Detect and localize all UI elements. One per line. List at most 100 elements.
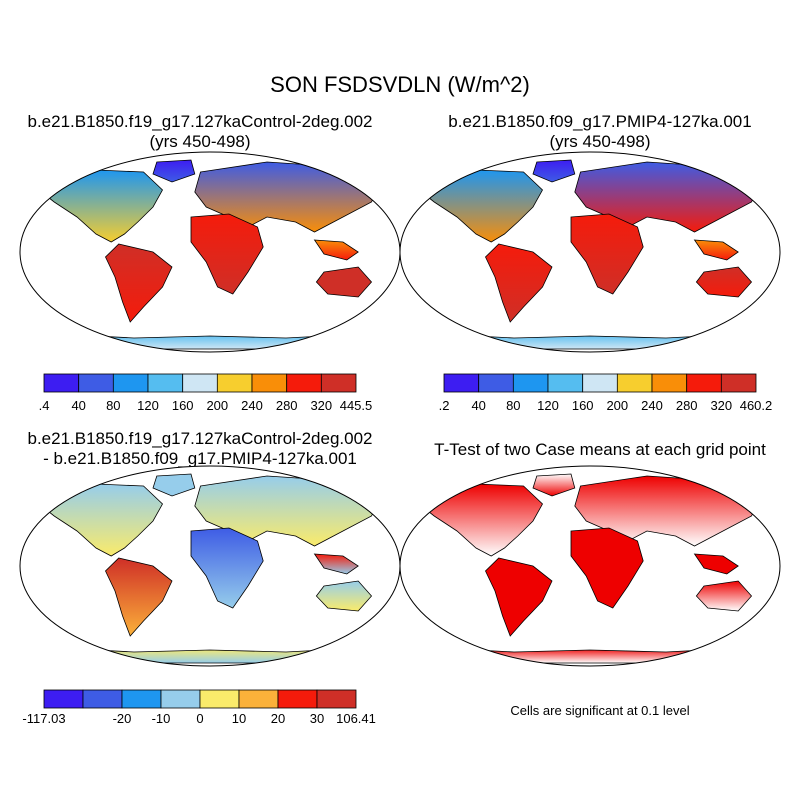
colorbar-pmip4-box-5	[616, 373, 653, 393]
colorbar-difference-label-4: 10	[232, 711, 246, 726]
colorbar-control-label-0: .4	[39, 398, 50, 413]
colorbar-control-box-5	[216, 373, 253, 393]
colorbar-pmip4-box-4	[582, 373, 618, 393]
colorbar-difference-box-4	[199, 689, 240, 709]
colorbar-difference: -117.03 -20 -10 0 10 20 30 106.41	[22, 689, 376, 726]
colorbar-control-box-8	[320, 373, 357, 393]
land-northAmerica	[418, 483, 544, 557]
colorbar-control-box-7	[286, 373, 322, 393]
colorbar-pmip4-label-8: 320	[710, 398, 732, 413]
land-southAmerica	[105, 557, 173, 637]
map-difference	[19, 465, 401, 667]
land-southAmerica	[105, 243, 173, 323]
colorbar-control-label-2: 80	[106, 398, 120, 413]
land-africa	[570, 527, 644, 609]
colorbar-difference-label-5: 20	[271, 711, 285, 726]
land-africa	[190, 213, 264, 295]
panel-title-pmip4-line1: b.e21.B1850.f09_g17.PMIP4-127ka.001	[448, 112, 752, 131]
panel-title-difference-line2: - b.e21.B1850.f09_g17.PMIP4-127ka.001	[43, 449, 357, 468]
land-northAmerica	[38, 483, 164, 557]
panel-title-control: b.e21.B1850.f19_g17.127kaControl-2deg.00…	[0, 112, 400, 152]
land-greenland	[152, 473, 196, 497]
colorbar-pmip4-label-7: 280	[676, 398, 698, 413]
colorbar-difference-box-2	[121, 689, 162, 709]
colorbar-pmip4-box-0	[443, 373, 480, 393]
land-greenland	[532, 473, 576, 497]
colorbar-pmip4-label-2: 80	[506, 398, 520, 413]
colorbar-control-label-6: 240	[241, 398, 263, 413]
colorbar-pmip4-box-3	[547, 373, 584, 393]
figure-title: SON FSDSVDLN (W/m^2)	[270, 72, 530, 97]
colorbar-control-box-4	[182, 373, 218, 393]
colorbar-control-label-4: 160	[172, 398, 194, 413]
panel-title-pmip4: b.e21.B1850.f09_g17.PMIP4-127ka.001 (yrs…	[400, 112, 800, 152]
land-africa	[570, 213, 644, 295]
colorbar-pmip4-label-9: 460.2	[740, 398, 773, 413]
land-australia	[695, 266, 753, 298]
land-antarctica	[437, 333, 743, 350]
colorbar-difference-label-7: 106.41	[336, 711, 376, 726]
land-australia	[315, 266, 373, 298]
land-australia	[695, 580, 753, 612]
colorbar-difference-label-3: 0	[196, 711, 203, 726]
colorbar-difference-box-1	[82, 689, 123, 709]
panel-title-ttest-line1: T-Test of two Case means at each grid po…	[434, 440, 766, 459]
colorbar-difference-box-0	[43, 689, 84, 709]
land-southAmerica	[485, 557, 553, 637]
colorbar-difference-label-6: 30	[310, 711, 324, 726]
colorbar-pmip4-label-1: 40	[471, 398, 485, 413]
colorbar-control-label-5: 200	[206, 398, 228, 413]
colorbar-pmip4: .2 40 80 120 160 200 240 280 320 460.2	[439, 373, 773, 413]
panel-title-control-line2: (yrs 450-498)	[149, 132, 251, 151]
significance-note: Cells are significant at 0.1 level	[510, 703, 690, 718]
land-seAsia	[313, 239, 359, 261]
panel-title-control-line1: b.e21.B1850.f19_g17.127kaControl-2deg.00…	[27, 112, 373, 131]
colorbar-pmip4-label-3: 120	[537, 398, 559, 413]
land-southAmerica	[485, 243, 553, 323]
colorbar-control-label-7: 280	[276, 398, 298, 413]
land-africa	[190, 527, 264, 609]
colorbar-control-box-3	[147, 373, 184, 393]
colorbar-pmip4-box-2	[512, 373, 549, 393]
colorbar-control-box-1	[78, 373, 114, 393]
colorbar-control-box-2	[112, 373, 149, 393]
colorbar-control-box-0	[43, 373, 80, 393]
colorbar-control-box-6	[251, 373, 288, 393]
land-northAmerica	[418, 169, 544, 243]
land-northAmerica	[38, 169, 164, 243]
colorbar-control-label-3: 120	[137, 398, 159, 413]
colorbar-pmip4-label-5: 200	[606, 398, 628, 413]
map-control	[19, 151, 401, 353]
map-ttest	[399, 465, 781, 667]
colorbar-pmip4-box-6	[651, 373, 688, 393]
colorbar-control-label-8: 320	[310, 398, 332, 413]
colorbar-control-label-1: 40	[71, 398, 85, 413]
colorbar-control: .4 40 80 120 160 200 240 280 320 445.5	[39, 373, 373, 413]
land-seAsia	[693, 239, 739, 261]
colorbar-difference-label-1: -20	[113, 711, 132, 726]
colorbar-pmip4-label-6: 240	[641, 398, 663, 413]
map-border-pmip4	[399, 151, 781, 353]
land-antarctica	[437, 647, 743, 664]
land-antarctica	[57, 333, 363, 350]
panel-title-difference-line1: b.e21.B1850.f19_g17.127kaControl-2deg.00…	[27, 429, 373, 448]
land-greenland	[152, 159, 196, 183]
map-pmip4	[399, 151, 781, 353]
colorbar-difference-label-2: -10	[152, 711, 171, 726]
land-australia	[315, 580, 373, 612]
colorbar-pmip4-label-4: 160	[572, 398, 594, 413]
land-seAsia	[313, 553, 359, 575]
colorbar-difference-box-7	[316, 689, 357, 709]
colorbar-control-label-9: 445.5	[340, 398, 373, 413]
panel-title-ttest: T-Test of two Case means at each grid po…	[400, 440, 800, 460]
land-greenland	[532, 159, 576, 183]
colorbar-pmip4-box-1	[478, 373, 514, 393]
panel-title-pmip4-line2: (yrs 450-498)	[549, 132, 651, 151]
colorbar-pmip4-label-0: .2	[439, 398, 450, 413]
colorbar-difference-box-6	[277, 689, 318, 709]
map-border-ttest	[399, 465, 781, 667]
land-seAsia	[693, 553, 739, 575]
panel-title-difference: b.e21.B1850.f19_g17.127kaControl-2deg.00…	[0, 429, 400, 469]
land-antarctica	[57, 647, 363, 664]
